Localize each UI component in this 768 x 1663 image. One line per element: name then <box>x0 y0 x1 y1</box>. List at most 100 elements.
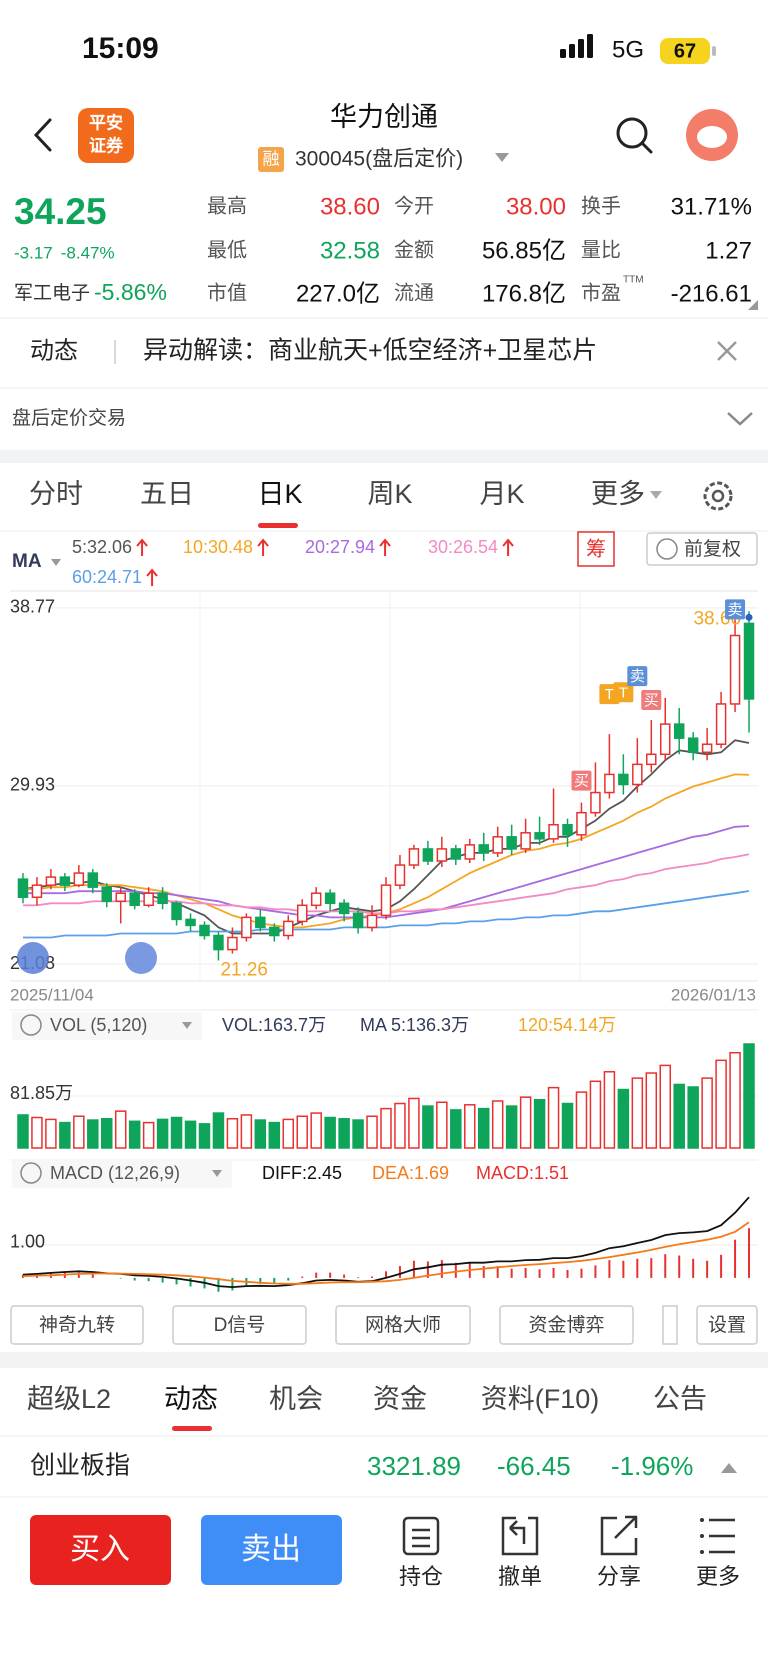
buy-button[interactable] <box>30 1515 171 1585</box>
dropdown-arrow[interactable] <box>495 153 509 162</box>
nav-left-button[interactable] <box>17 942 49 974</box>
tool-label[interactable]: 网格大师 <box>365 1314 441 1336</box>
action-label[interactable]: 更多 <box>696 1564 740 1589</box>
broker-logo <box>78 108 134 163</box>
candle-body <box>352 912 364 929</box>
news-tag[interactable]: 动态 <box>30 337 78 364</box>
buy-label[interactable]: 买入 <box>70 1533 130 1566</box>
field-value: 38.60 <box>320 193 380 220</box>
fullscreen-button[interactable] <box>125 942 157 974</box>
tool-label[interactable]: 资金博弈 <box>528 1314 604 1336</box>
indicator-select[interactable] <box>12 1012 202 1040</box>
tool-label[interactable]: 神奇九转 <box>39 1314 115 1336</box>
volume-bar <box>268 1121 281 1149</box>
icon-dot <box>700 1518 704 1522</box>
candle-body <box>227 936 238 951</box>
candle-body <box>646 753 657 766</box>
tool-label[interactable]: D信号 <box>214 1314 266 1336</box>
info-tab[interactable]: 公告 <box>653 1384 707 1414</box>
price-change-pct: -8.47% <box>61 243 115 262</box>
period-tab[interactable]: 分时 <box>29 479 83 509</box>
field-label: 量比 <box>581 238 621 261</box>
adjust-button[interactable] <box>646 532 758 566</box>
icon <box>402 1516 440 1556</box>
back-button[interactable] <box>33 118 52 152</box>
candle-body <box>743 622 755 700</box>
volume-bar <box>156 1118 169 1149</box>
icon-dot <box>700 1534 704 1538</box>
sell-label[interactable]: 卖出 <box>241 1533 301 1566</box>
period-tab[interactable]: 周K <box>367 479 412 509</box>
icon-dot <box>700 1550 704 1554</box>
candle-body <box>576 811 587 836</box>
volume-bar <box>128 1120 141 1149</box>
tool-button[interactable] <box>335 1305 471 1345</box>
field-value: 56.85亿 <box>482 237 566 264</box>
candle-body <box>729 634 741 705</box>
info-tab[interactable]: 超级L2 <box>27 1384 111 1414</box>
field-label: 流通 <box>394 281 434 304</box>
field-value: 32.58 <box>320 237 380 264</box>
expand-chevron[interactable] <box>727 412 753 426</box>
volume-bar <box>101 1118 113 1149</box>
info-tab[interactable]: 资料(F10) <box>481 1384 600 1414</box>
action-label[interactable]: 持仓 <box>399 1564 443 1589</box>
candle-body <box>45 876 57 886</box>
after-hours-trading[interactable]: 盘后定价交易 <box>12 407 126 429</box>
tool-button[interactable] <box>10 1305 144 1345</box>
field-sup: TTM <box>623 275 644 286</box>
info-tab[interactable]: 动态 <box>164 1384 218 1414</box>
dropdown-arrow <box>182 1022 192 1029</box>
action-label[interactable]: 撤单 <box>498 1564 542 1589</box>
volume-bar <box>505 1105 518 1149</box>
candle-body <box>632 763 643 786</box>
settings-label[interactable]: 设置 <box>708 1314 746 1336</box>
settings-gear[interactable] <box>703 481 733 511</box>
sell-button[interactable] <box>201 1515 342 1585</box>
period-tab[interactable]: 五日 <box>140 479 194 509</box>
close-button[interactable] <box>717 341 737 361</box>
volume-bar <box>310 1112 322 1149</box>
search-handle <box>640 141 653 154</box>
volume-ma120: 120:54.14万 <box>518 1015 616 1035</box>
candle-body <box>659 723 671 756</box>
candle-body <box>687 737 699 754</box>
candle-body <box>185 918 196 927</box>
trade-mark-bg <box>613 682 634 703</box>
settings-button[interactable] <box>696 1305 758 1345</box>
sector-name: 军工电子 <box>14 282 90 304</box>
tool-button[interactable] <box>172 1305 307 1345</box>
candle-body <box>73 872 85 886</box>
diff-line <box>22 1196 750 1289</box>
volume-bar <box>603 1071 616 1149</box>
volume-bar <box>464 1104 476 1149</box>
indicator-select[interactable] <box>12 1160 232 1188</box>
news-text[interactable]: 异动解读：商业航天+低空经济+卫星芯片 <box>143 337 597 365</box>
volume-bar <box>589 1080 602 1149</box>
candle-body <box>115 892 126 903</box>
action-label[interactable]: 分享 <box>597 1564 641 1589</box>
period-tab[interactable]: 日K <box>257 479 302 509</box>
chip-button[interactable] <box>577 531 615 567</box>
search-button[interactable] <box>616 117 648 149</box>
battery-cap <box>712 46 716 56</box>
candle-body <box>701 743 713 754</box>
trade-mark: T <box>619 684 628 701</box>
expand-arrow[interactable] <box>721 1463 737 1473</box>
ma-dropdown <box>51 559 61 566</box>
info-tab[interactable]: 机会 <box>269 1384 323 1414</box>
field-value: 176.8亿 <box>482 280 566 307</box>
tool-button[interactable] <box>499 1305 634 1345</box>
period-tab[interactable]: 更多 <box>591 479 645 509</box>
info-icon <box>656 538 678 560</box>
volume-bar <box>87 1119 99 1149</box>
volume-bar <box>282 1118 295 1149</box>
candle-body <box>492 836 503 854</box>
period-tab[interactable]: 月K <box>479 479 524 509</box>
candle-body <box>255 916 266 929</box>
volume-bar <box>184 1120 197 1149</box>
info-tab[interactable]: 资金 <box>373 1384 427 1414</box>
ma-value: 20:27.94 <box>305 537 375 557</box>
up-arrow <box>257 538 269 556</box>
field-label: 今开 <box>394 194 434 217</box>
